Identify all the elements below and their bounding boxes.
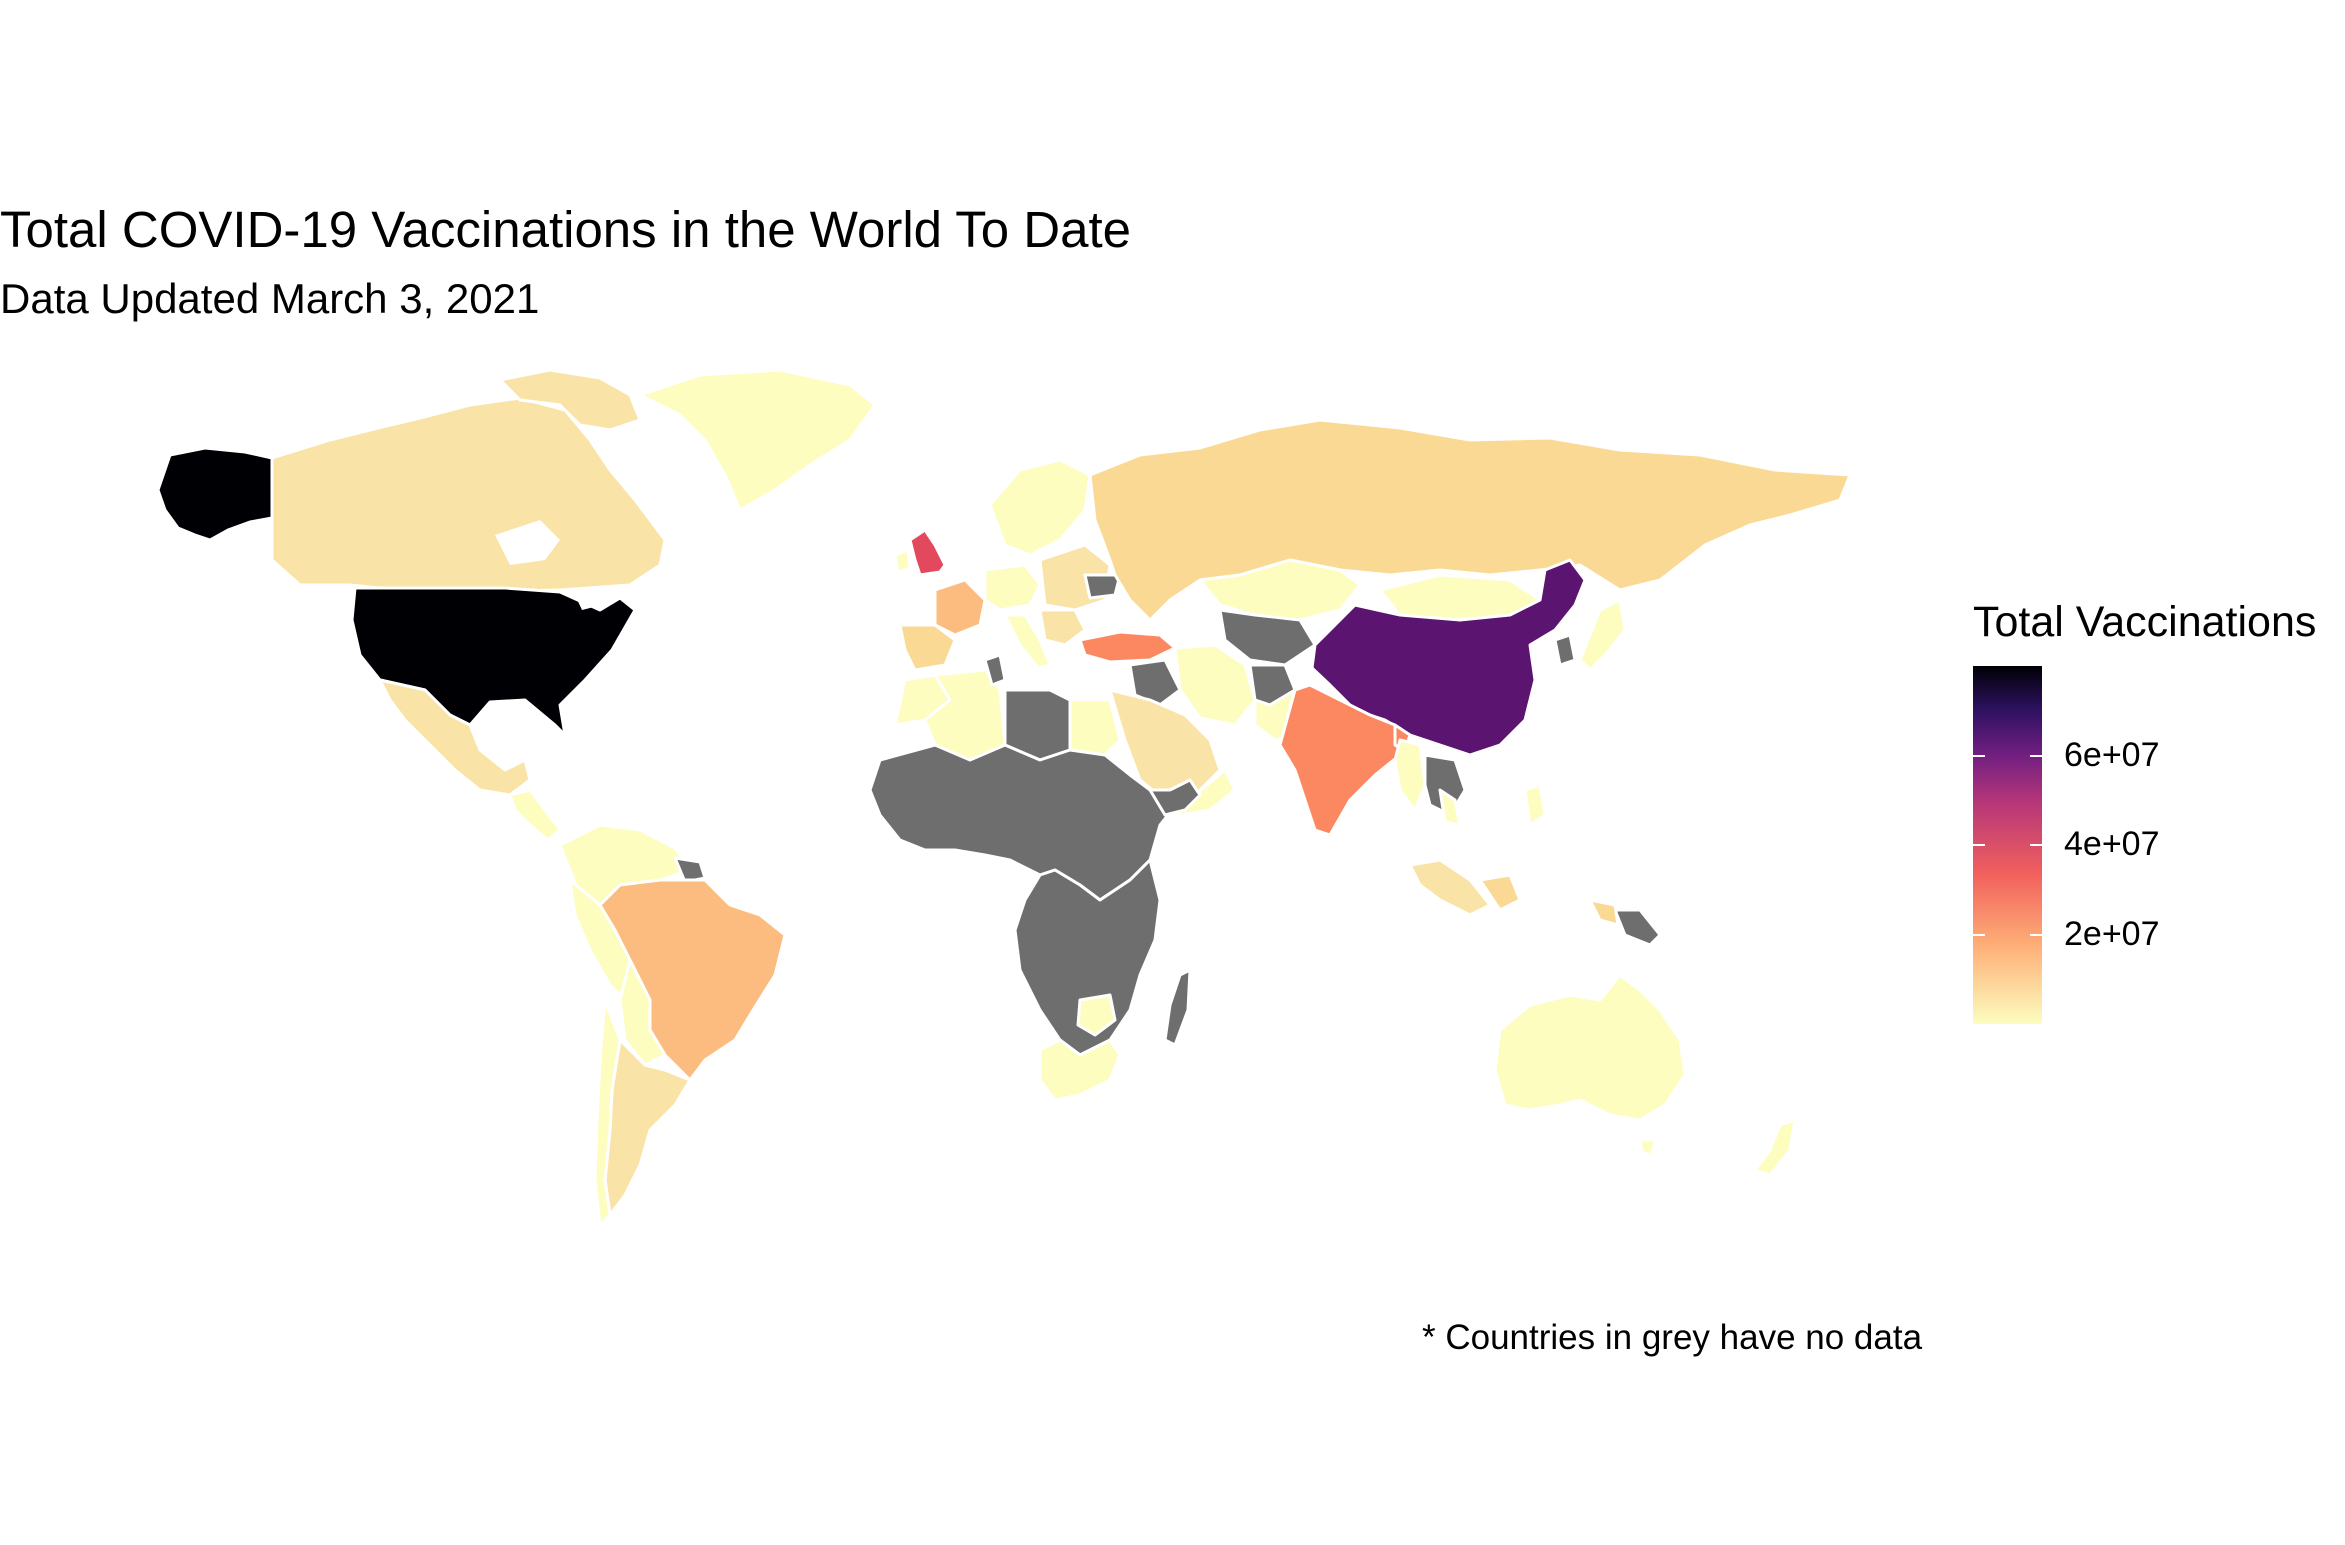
legend-tick-mark (1973, 754, 1985, 757)
country-india (1278, 683, 1402, 837)
country-bolivia-paraguay (618, 958, 667, 1067)
legend-tick-label: 4e+07 (2064, 825, 2160, 863)
country-iran (1173, 643, 1257, 727)
country-tasmania (1638, 1138, 1657, 1157)
country-iraq-syria (1128, 658, 1182, 707)
country-italy (1003, 613, 1052, 670)
country-central-asia (1218, 608, 1317, 667)
legend-title: Total Vaccinations (1973, 598, 2317, 646)
country-canada (270, 396, 667, 594)
country-turkey (1078, 630, 1177, 664)
country-indonesia-east (1478, 873, 1522, 912)
legend-tick-mark (1973, 844, 1985, 846)
legend-tick-label: 6e+07 (2064, 735, 2160, 774)
country-thailand (1438, 788, 1462, 827)
country-alaska (156, 446, 274, 542)
country-usa (350, 586, 637, 737)
legend-tick-mark (2030, 754, 2042, 757)
country-southern-africa (1038, 1038, 1122, 1102)
country-russia (1088, 418, 1852, 622)
country-japan (1578, 598, 1627, 672)
country-malaysia-indonesia (1408, 858, 1492, 917)
country-mexico (378, 678, 532, 797)
country-egypt (1068, 698, 1122, 757)
country-central-africa (1013, 858, 1162, 1057)
country-australia (1493, 973, 1687, 1122)
country-new-zealand (1753, 1118, 1797, 1177)
country-guyanas (673, 856, 707, 884)
country-scandinavia (988, 458, 1092, 557)
legend-tick-mark (2030, 933, 2042, 936)
legend-tick-label: 2e+07 (2064, 914, 2160, 953)
country-kazakhstan (1198, 558, 1362, 622)
chart-subtitle: Data Updated March 3, 2021 (0, 275, 540, 322)
country-myanmar (1393, 738, 1427, 812)
country-madagascar (1163, 968, 1192, 1047)
country-korea (1553, 633, 1577, 667)
country-ukraine (1083, 573, 1122, 600)
country-greenland (638, 368, 877, 512)
country-balkans (1038, 608, 1087, 647)
country-philippines (1523, 783, 1547, 827)
country-canada-islands (498, 368, 642, 432)
country-zimbabwe (1076, 993, 1117, 1037)
country-germany-central (983, 563, 1042, 612)
country-chile (593, 998, 622, 1227)
chart-title: Total COVID-19 Vaccinations in the World… (0, 201, 1132, 258)
legend-tick-mark (1973, 933, 1985, 936)
country-uk (908, 528, 947, 577)
country-tunisia (983, 653, 1007, 687)
country-france (933, 578, 987, 637)
country-saudi-arabia (1108, 688, 1222, 802)
no-data-note: * Countries in grey have no data (1422, 1318, 1923, 1357)
country-png (1613, 908, 1662, 947)
country-ireland (893, 548, 912, 574)
legend-tick-mark (2030, 844, 2042, 846)
country-ethiopia (1148, 778, 1202, 817)
country-central-america (508, 788, 562, 842)
country-iberia (898, 623, 957, 672)
country-west-papua (1588, 898, 1620, 927)
